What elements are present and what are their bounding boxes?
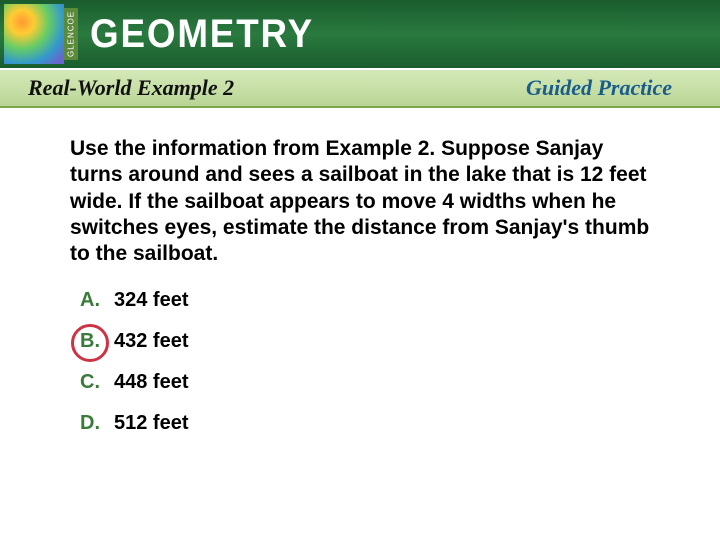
- choice-letter: A.: [80, 289, 114, 312]
- choice-text: 432 feet: [114, 330, 189, 353]
- brand-tag: GLENCOE: [64, 8, 78, 60]
- choice-text: 512 feet: [114, 412, 189, 435]
- choice-c[interactable]: C. 448 feet: [80, 371, 720, 394]
- book-title: GEOMETRY: [90, 12, 314, 57]
- choice-letter: C.: [80, 371, 114, 394]
- choice-letter: B.: [80, 330, 114, 353]
- example-label: Real-World Example 2: [28, 75, 234, 101]
- question-text: Use the information from Example 2. Supp…: [70, 136, 660, 267]
- header-banner: GLENCOE GEOMETRY: [0, 0, 720, 68]
- answer-choices: A. 324 feet B. 432 feet C. 448 feet D. 5…: [80, 289, 720, 435]
- choice-text: 324 feet: [114, 289, 189, 312]
- logo-artwork: [4, 4, 64, 64]
- choice-letter: D.: [80, 412, 114, 435]
- subheader-bar: Real-World Example 2 Guided Practice: [0, 68, 720, 108]
- choice-b[interactable]: B. 432 feet: [80, 330, 720, 353]
- choice-a[interactable]: A. 324 feet: [80, 289, 720, 312]
- choice-text: 448 feet: [114, 371, 189, 394]
- guided-practice-label: Guided Practice: [526, 75, 672, 101]
- choice-d[interactable]: D. 512 feet: [80, 412, 720, 435]
